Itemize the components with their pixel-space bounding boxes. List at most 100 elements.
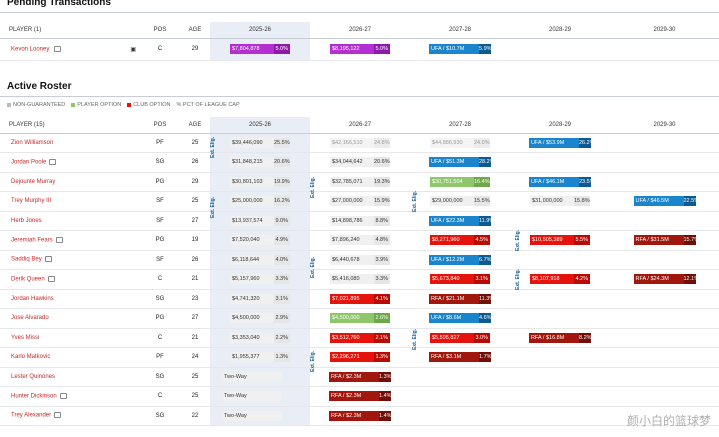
table-row: Jordan Poole SG 26 $31,848,215 20.6% $34,044,… xyxy=(0,152,719,173)
salary-cell[interactable]: $2,296,271 1.3% xyxy=(330,352,390,363)
salary-cell[interactable]: $8,107,918 4.2% xyxy=(530,274,590,285)
salary-cell[interactable]: $7,896,240 4.8% xyxy=(330,235,390,246)
legend: NON-GUARANTEED PLAYER OPTION CLUB OPTION… xyxy=(7,102,240,108)
player-name-link[interactable]: Kevon Looney xyxy=(11,46,50,53)
roster-divider xyxy=(0,96,719,97)
ext-elig-label: Ext. Elig. xyxy=(210,136,216,158)
col-player[interactable]: PLAYER (1) xyxy=(0,22,140,39)
player-name-link[interactable]: Trey Alexander xyxy=(11,413,52,420)
salary-cell[interactable]: UFA / $12.2M 6.7% xyxy=(429,254,492,265)
salary-cell[interactable]: $30,801,103 19.9% xyxy=(230,176,290,187)
player-name-link[interactable]: Yves Missi xyxy=(11,334,40,341)
salary-cell[interactable]: $42,166,510 24.8% xyxy=(330,137,390,148)
salary-cell[interactable]: $3,512,760 2.1% xyxy=(330,332,390,343)
salary-cell[interactable]: $5,416,080 3.3% xyxy=(330,274,390,285)
salary-cell[interactable]: $39,446,090 25.5% xyxy=(230,137,290,148)
player-name-link[interactable]: Jeremiah Fears xyxy=(11,237,53,244)
col-2025-26[interactable]: 2025-26 xyxy=(210,117,310,134)
player-name-link[interactable]: Hunter Dickinson xyxy=(11,393,57,400)
salary-cell[interactable]: $8,195,122 5.0% xyxy=(330,44,390,54)
salary-cell[interactable]: $27,000,000 15.9% xyxy=(330,196,390,207)
col-2027-28[interactable]: 2027-28 xyxy=(410,117,510,134)
salary-cell[interactable]: $32,785,071 19.3% xyxy=(330,176,390,187)
position: C xyxy=(140,386,180,407)
salary-cell[interactable]: $31,848,215 20.6% xyxy=(230,157,290,168)
salary-cell[interactable]: RFA / $3.1M 1.7% xyxy=(429,352,492,363)
salary-cell[interactable]: UFA / $53.9M 26.2% xyxy=(529,137,595,148)
age: 23 xyxy=(180,289,210,309)
salary-cell[interactable]: $44,886,930 24.0% xyxy=(430,137,490,148)
salary-cell[interactable]: $7,021,895 4.1% xyxy=(330,293,390,304)
player-name-link[interactable]: Trey Murphy III xyxy=(11,198,52,205)
salary-cell[interactable]: UFA / $46.1M 23.5% xyxy=(529,176,595,187)
col-2029-30[interactable]: 2029-30 xyxy=(610,117,719,134)
salary-cell[interactable]: RFA / $2.3M 1.4% xyxy=(329,410,392,421)
col-2026-27[interactable]: 2026-27 xyxy=(310,117,410,134)
salary-cell[interactable]: $14,898,786 8.8% xyxy=(330,215,390,226)
salary-cell[interactable]: $30,751,504 16.4% xyxy=(430,176,490,187)
table-row: Hunter Dickinson C 25 Two-Way RFA / $2.3M 1.4… xyxy=(0,386,719,407)
salary-cell[interactable]: RFA / $31.5M 15.7% xyxy=(633,235,700,246)
ext-elig-label: Ext. Elig. xyxy=(310,176,316,198)
salary-cell[interactable]: $1,955,377 1.3% xyxy=(230,352,290,363)
salary-cell[interactable]: $6,440,678 3.9% xyxy=(330,254,390,265)
salary-cell[interactable]: $34,044,642 20.6% xyxy=(330,157,390,168)
salary-cell[interactable]: $6,118,644 4.0% xyxy=(230,254,290,265)
legend-club-option: CLUB OPTION xyxy=(127,102,170,108)
col-2028-29[interactable]: 2028-29 xyxy=(510,117,610,134)
salary-cell[interactable]: Two-Way xyxy=(222,391,298,402)
salary-cell[interactable]: UFA / $22.3M 11.9% xyxy=(429,215,495,226)
player-name-link[interactable]: Jordan Poole xyxy=(11,159,47,166)
position: PG xyxy=(140,308,180,329)
col-2029-30[interactable]: 2029-30 xyxy=(610,22,719,39)
player-name-link[interactable]: Dejounte Murray xyxy=(11,178,56,185)
player-name-link[interactable]: Jose Alvarado xyxy=(11,315,49,322)
col-pos[interactable]: POS xyxy=(140,22,180,39)
player-name-link[interactable]: Derik Queen xyxy=(11,276,45,283)
salary-cell[interactable]: $25,000,000 16.2% xyxy=(230,196,290,207)
salary-cell[interactable]: Two-Way xyxy=(222,410,298,421)
position: C xyxy=(140,269,180,290)
salary-cell[interactable]: RFA / $2.3M 1.3% xyxy=(329,371,392,382)
salary-cell[interactable]: UFA / $51.3M 28.2% xyxy=(429,157,495,168)
player-name-link[interactable]: Lester Quinones xyxy=(11,373,56,380)
position: C xyxy=(140,328,180,348)
col-2028-29[interactable]: 2028-29 xyxy=(510,22,610,39)
salary-cell[interactable]: $10,505,389 5.5% xyxy=(530,235,590,246)
salary-cell[interactable]: $5,595,827 3.0% xyxy=(430,332,490,343)
player-name-link[interactable]: Saddiq Bey xyxy=(11,257,42,264)
salary-cell[interactable]: Two-Way xyxy=(222,371,298,382)
salary-cell[interactable]: RFA / $21.1M 11.3% xyxy=(429,293,495,304)
salary-cell[interactable]: $7,804,878 5.0% xyxy=(230,44,290,54)
salary-cell[interactable]: RFA / $2.3M 1.4% xyxy=(329,391,392,402)
col-2025-26[interactable]: 2025-26 xyxy=(210,22,310,39)
salary-cell[interactable]: $13,937,574 9.0% xyxy=(230,215,290,226)
salary-cell[interactable]: $4,741,320 3.1% xyxy=(230,293,290,304)
col-age[interactable]: AGE xyxy=(180,22,210,39)
player-name-link[interactable]: Herb Jones xyxy=(11,217,42,224)
player-name-link[interactable]: Jordan Hawkins xyxy=(11,295,54,302)
player-name-link[interactable]: Karlo Matkovic xyxy=(11,354,51,361)
salary-cell[interactable]: $31,000,000 15.8% xyxy=(530,196,590,207)
salary-cell[interactable]: UFA / $8.6M 4.6% xyxy=(429,313,492,324)
salary-cell[interactable]: $3,353,040 2.2% xyxy=(230,332,290,343)
salary-cell[interactable]: $8,271,960 4.5% xyxy=(430,235,490,246)
salary-cell[interactable]: $7,520,040 4.9% xyxy=(230,235,290,246)
salary-cell[interactable]: $4,500,000 2.9% xyxy=(230,313,290,324)
player-name-link[interactable]: Zion Williamson xyxy=(11,139,54,146)
col-player[interactable]: PLAYER (15) xyxy=(0,117,140,134)
ext-elig-label: Ext. Elig. xyxy=(412,190,418,212)
salary-cell[interactable]: UFA / $46.5M 22.5% xyxy=(633,196,700,207)
col-pos[interactable]: POS xyxy=(140,117,180,134)
col-2026-27[interactable]: 2026-27 xyxy=(310,22,410,39)
salary-cell[interactable]: RFA / $24.3M 12.1% xyxy=(633,274,700,285)
salary-cell[interactable]: $4,500,000 2.6% xyxy=(330,313,390,324)
salary-cell[interactable]: UFA / $10.7M 5.9% xyxy=(429,44,492,54)
salary-cell[interactable]: $5,673,840 3.1% xyxy=(430,274,490,285)
col-2027-28[interactable]: 2027-28 xyxy=(410,22,510,39)
salary-cell[interactable]: $5,157,960 3.3% xyxy=(230,274,290,285)
salary-cell[interactable]: RFA / $16.8M 8.2% xyxy=(529,332,592,343)
salary-cell[interactable]: $29,000,000 15.5% xyxy=(430,196,490,207)
col-age[interactable]: AGE xyxy=(180,117,210,134)
table-row: Herb Jones SF 27 $13,937,574 9.0% $14,898,786… xyxy=(0,211,719,231)
